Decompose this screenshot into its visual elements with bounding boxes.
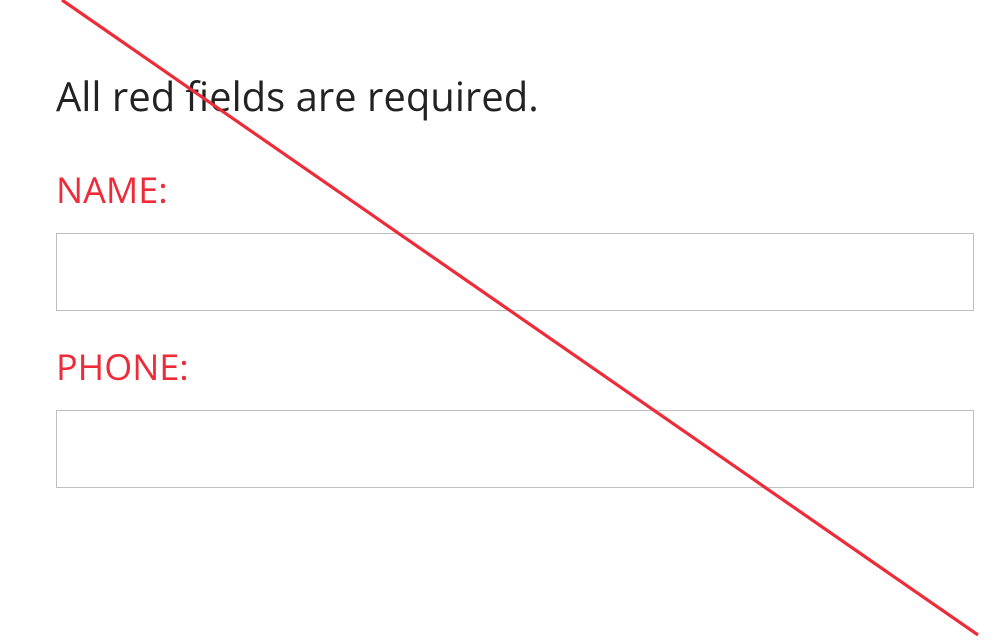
name-field-label: NAME: <box>56 168 945 211</box>
name-input[interactable] <box>56 233 974 311</box>
phone-input[interactable] <box>56 410 974 488</box>
form-container: All red fields are required. NAME: PHONE… <box>0 0 1001 641</box>
phone-field-label: PHONE: <box>56 345 945 388</box>
instruction-text: All red fields are required. <box>56 72 945 120</box>
